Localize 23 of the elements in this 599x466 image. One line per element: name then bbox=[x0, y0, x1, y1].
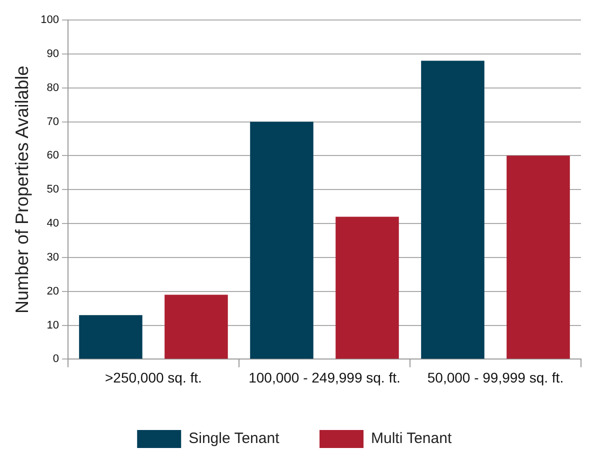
y-axis-title: Number of Properties Available bbox=[12, 66, 32, 314]
legend-label: Multi Tenant bbox=[371, 430, 452, 448]
bar bbox=[164, 294, 228, 359]
x-tick-label: 100,000 - 249,999 sq. ft. bbox=[248, 369, 400, 386]
x-tick-label: >250,000 sq. ft. bbox=[105, 369, 202, 386]
x-tick-label: 50,000 - 99,999 sq. ft. bbox=[427, 369, 564, 386]
y-tick-label: 80 bbox=[46, 82, 59, 94]
y-tick-label: 10 bbox=[46, 319, 59, 332]
legend-label: Single Tenant bbox=[188, 430, 280, 448]
y-tick-label: 40 bbox=[46, 218, 59, 230]
y-tick-label: 0 bbox=[52, 353, 59, 366]
y-tick-label: 30 bbox=[46, 251, 59, 264]
bar bbox=[421, 60, 484, 359]
bar bbox=[250, 122, 314, 359]
y-tick-label: 100 bbox=[40, 14, 59, 26]
y-tick-label: 70 bbox=[46, 116, 59, 128]
bar bbox=[79, 315, 142, 359]
y-tick-label: 90 bbox=[46, 48, 59, 60]
bar bbox=[506, 156, 570, 359]
y-tick-label: 50 bbox=[46, 184, 59, 196]
bar bbox=[336, 216, 399, 359]
y-tick-label: 60 bbox=[46, 150, 59, 162]
y-tick-label: 20 bbox=[46, 285, 59, 298]
